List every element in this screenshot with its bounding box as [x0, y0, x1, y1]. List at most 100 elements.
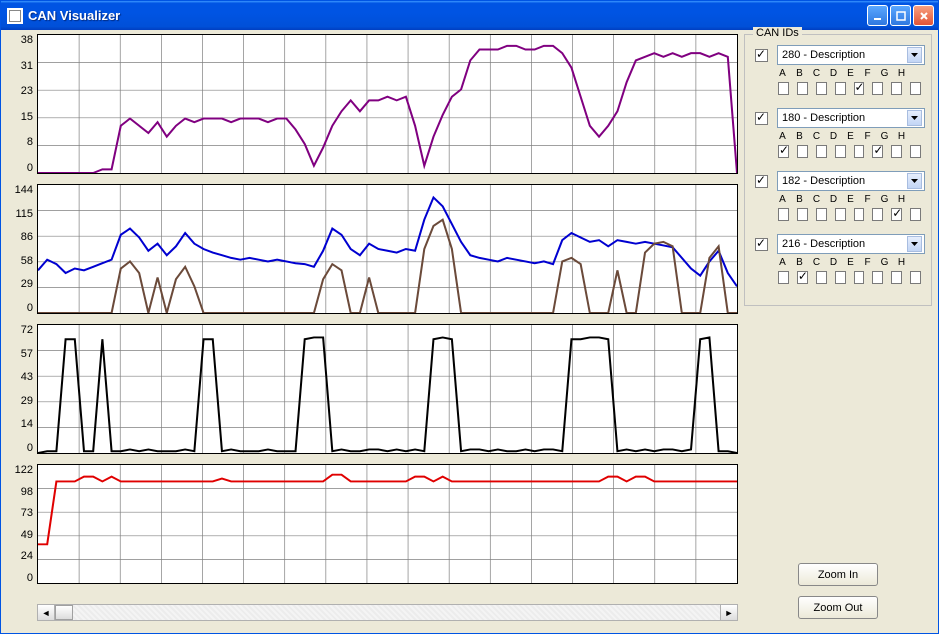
channel-letter: D	[825, 68, 842, 79]
can-id-enable-checkbox[interactable]	[755, 112, 768, 125]
zoom-out-button[interactable]: Zoom Out	[798, 596, 878, 619]
channel-letter: A	[774, 131, 791, 142]
channel-letter: G	[876, 257, 893, 268]
channel-letter: B	[791, 194, 808, 205]
y-tick-label: 144	[7, 184, 33, 196]
channel-letter: A	[774, 68, 791, 79]
can-id-dropdown[interactable]: 280 - Description	[777, 45, 925, 65]
can-id-enable-checkbox[interactable]	[755, 238, 768, 251]
channel-checkbox[interactable]	[797, 82, 808, 95]
y-tick-label: 86	[7, 231, 33, 243]
channel-checkbox[interactable]	[797, 145, 808, 158]
series-line	[38, 220, 737, 313]
channel-letter: A	[774, 194, 791, 205]
channel-checkboxes	[751, 142, 925, 161]
channel-letter: E	[842, 68, 859, 79]
can-id-enable-checkbox[interactable]	[755, 175, 768, 188]
channel-checkbox[interactable]	[891, 208, 902, 221]
can-id-dropdown[interactable]: 216 - Description	[777, 234, 925, 254]
channel-checkbox[interactable]	[816, 145, 827, 158]
can-id-enable-checkbox[interactable]	[755, 49, 768, 62]
channel-letter: C	[808, 68, 825, 79]
y-tick-label: 29	[7, 395, 33, 407]
channel-checkbox[interactable]	[910, 271, 921, 284]
channel-letter: E	[842, 257, 859, 268]
y-tick-label: 72	[7, 324, 33, 336]
channel-checkbox[interactable]	[816, 82, 827, 95]
scroll-track[interactable]	[55, 605, 720, 620]
channel-checkbox[interactable]	[778, 82, 789, 95]
y-tick-label: 98	[7, 486, 33, 498]
channel-letters: ABCDEFGH	[751, 257, 925, 268]
channel-checkbox[interactable]	[797, 208, 808, 221]
channel-letter: G	[876, 194, 893, 205]
channel-checkbox[interactable]	[891, 145, 902, 158]
channel-checkbox[interactable]	[910, 145, 921, 158]
channel-checkbox[interactable]	[872, 82, 883, 95]
channel-checkbox[interactable]	[891, 271, 902, 284]
channel-checkbox[interactable]	[872, 208, 883, 221]
channel-checkbox[interactable]	[778, 271, 789, 284]
chevron-down-icon[interactable]	[907, 110, 922, 126]
channel-checkbox[interactable]	[854, 208, 865, 221]
channel-checkbox[interactable]	[872, 145, 883, 158]
scroll-left-button[interactable]: ◄	[38, 605, 55, 620]
charts-panel: 3831231580144115865829072574329140122987…	[7, 34, 738, 627]
channel-checkbox[interactable]	[835, 145, 846, 158]
y-tick-label: 122	[7, 464, 33, 476]
channel-checkbox[interactable]	[854, 271, 865, 284]
channel-checkbox[interactable]	[854, 145, 865, 158]
channel-checkbox[interactable]	[910, 208, 921, 221]
y-tick-label: 29	[7, 278, 33, 290]
channel-checkbox[interactable]	[891, 82, 902, 95]
channel-checkbox[interactable]	[854, 82, 865, 95]
channel-letter: D	[825, 131, 842, 142]
channel-checkbox[interactable]	[872, 271, 883, 284]
titlebar: CAN Visualizer	[1, 1, 938, 30]
channel-letter: B	[791, 131, 808, 142]
chart-chart-182	[37, 324, 738, 454]
minimize-button[interactable]	[867, 5, 888, 26]
chevron-down-icon[interactable]	[907, 47, 922, 63]
channel-letter: F	[859, 68, 876, 79]
horizontal-scrollbar[interactable]: ◄ ►	[37, 604, 738, 621]
can-id-dropdown[interactable]: 180 - Description	[777, 108, 925, 128]
channel-letter: B	[791, 68, 808, 79]
app-icon	[7, 8, 23, 24]
scroll-right-button[interactable]: ►	[720, 605, 737, 620]
y-tick-label: 58	[7, 255, 33, 267]
chevron-down-icon[interactable]	[907, 236, 922, 252]
y-tick-label: 23	[7, 85, 33, 97]
close-button[interactable]	[913, 5, 934, 26]
y-tick-label: 43	[7, 371, 33, 383]
channel-checkbox[interactable]	[835, 82, 846, 95]
channel-checkbox[interactable]	[797, 271, 808, 284]
chevron-down-icon[interactable]	[907, 173, 922, 189]
chart-chart-180	[37, 184, 738, 314]
channel-letter: H	[893, 131, 910, 142]
channel-checkbox[interactable]	[835, 208, 846, 221]
dropdown-value: 280 - Description	[782, 49, 865, 61]
channel-checkbox[interactable]	[778, 145, 789, 158]
channel-checkbox[interactable]	[835, 271, 846, 284]
maximize-button[interactable]	[890, 5, 911, 26]
scroll-thumb[interactable]	[55, 605, 73, 620]
chart-wrap: 1441158658290	[7, 184, 738, 314]
channel-letter: C	[808, 194, 825, 205]
window-title: CAN Visualizer	[28, 8, 867, 23]
channel-checkbox[interactable]	[816, 208, 827, 221]
zoom-in-button[interactable]: Zoom In	[798, 563, 878, 586]
channel-letter: C	[808, 257, 825, 268]
chart-wrap: 122987349240	[7, 464, 738, 584]
client-area: 3831231580144115865829072574329140122987…	[1, 30, 938, 633]
series-line	[38, 46, 737, 173]
y-axis-labels: 122987349240	[7, 464, 37, 584]
channel-letter: H	[893, 68, 910, 79]
window-frame: CAN Visualizer 3831231580144115865829072…	[0, 0, 939, 634]
channel-checkbox[interactable]	[816, 271, 827, 284]
channel-checkbox[interactable]	[910, 82, 921, 95]
can-ids-group: CAN IDs 280 - DescriptionABCDEFGH180 - D…	[744, 34, 932, 306]
channel-checkbox[interactable]	[778, 208, 789, 221]
can-id-block: 216 - Description ABCDEFGH	[751, 234, 925, 287]
can-id-dropdown[interactable]: 182 - Description	[777, 171, 925, 191]
